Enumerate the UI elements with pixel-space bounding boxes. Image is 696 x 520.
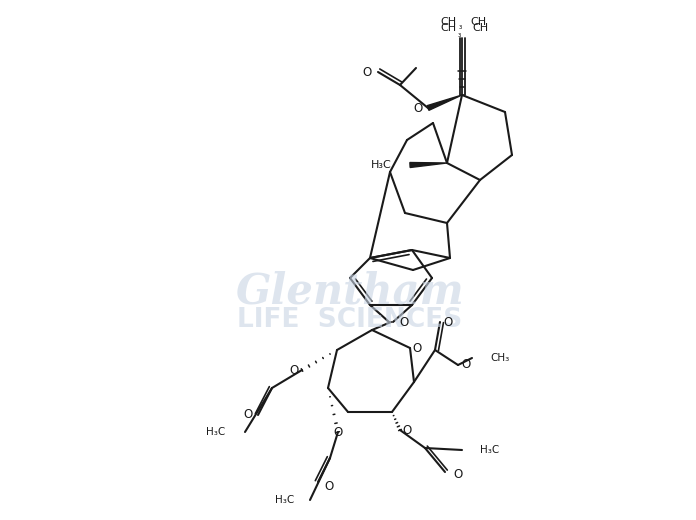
Text: O: O: [399, 316, 409, 329]
Text: H₃C: H₃C: [275, 495, 294, 505]
Text: O: O: [324, 480, 333, 493]
Polygon shape: [410, 163, 447, 167]
Text: CH: CH: [440, 23, 456, 33]
Text: H₃C: H₃C: [371, 160, 392, 170]
Text: O: O: [244, 409, 253, 422]
Text: O: O: [333, 425, 342, 438]
Polygon shape: [427, 95, 462, 110]
Text: CH₃: CH₃: [490, 353, 509, 363]
Text: O: O: [290, 363, 299, 376]
Text: ₃: ₃: [457, 30, 461, 39]
Text: O: O: [402, 423, 411, 436]
Text: H₃C: H₃C: [206, 427, 225, 437]
Text: O: O: [412, 342, 421, 355]
Text: O: O: [461, 358, 470, 371]
Text: H₃C: H₃C: [480, 445, 499, 455]
Text: ₃: ₃: [459, 22, 462, 31]
Text: O: O: [413, 101, 423, 114]
Text: CH: CH: [472, 23, 488, 33]
Text: O: O: [363, 66, 372, 79]
Text: O: O: [443, 316, 452, 329]
Text: LIFE  SCIENCES: LIFE SCIENCES: [237, 307, 463, 333]
Text: CH: CH: [470, 17, 486, 27]
Text: O: O: [453, 469, 462, 482]
Text: CH: CH: [440, 17, 456, 27]
Text: Glentham: Glentham: [236, 271, 464, 313]
